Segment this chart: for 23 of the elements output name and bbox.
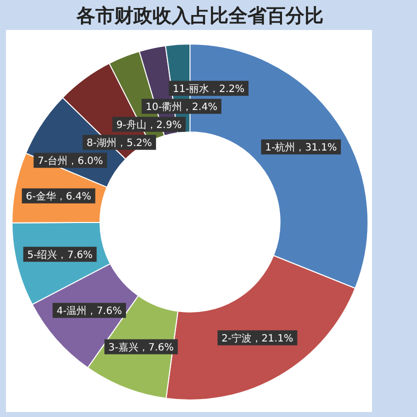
data-label: ，5.2% [116,138,152,149]
data-label: ，21.1% [252,333,294,344]
data-label: ，6.0% [68,156,103,167]
chart-title: 各市财政收入占比全省百分比 [76,5,324,27]
slice-label: 11-丽水 [172,82,210,95]
slice-label: 4-温州 [56,304,87,317]
data-label: ，2.9% [146,120,182,131]
slice-label: 10-衢州 [146,100,182,113]
data-label: ，7.6% [138,342,174,354]
slice-label: 1-杭州 [265,141,296,154]
data-label: ，7.6% [86,306,122,317]
slice-label: 5-绍兴 [27,248,58,261]
data-label: ，7.6% [57,250,93,261]
data-label: ，31.1% [295,142,337,154]
data-label: ，6.4% [56,191,92,202]
slice-label: 9-舟山 [116,118,146,131]
data-label: ，2.4% [182,102,218,113]
data-label: ，2.2% [209,84,245,95]
slice-label: 2-宁波 [222,332,252,344]
slice-label: 6-金华 [26,190,56,202]
slice-label: 8-湖州 [86,136,117,149]
slice-label: 7-台州 [38,154,68,167]
slice-label: 3-嘉兴 [108,341,138,354]
